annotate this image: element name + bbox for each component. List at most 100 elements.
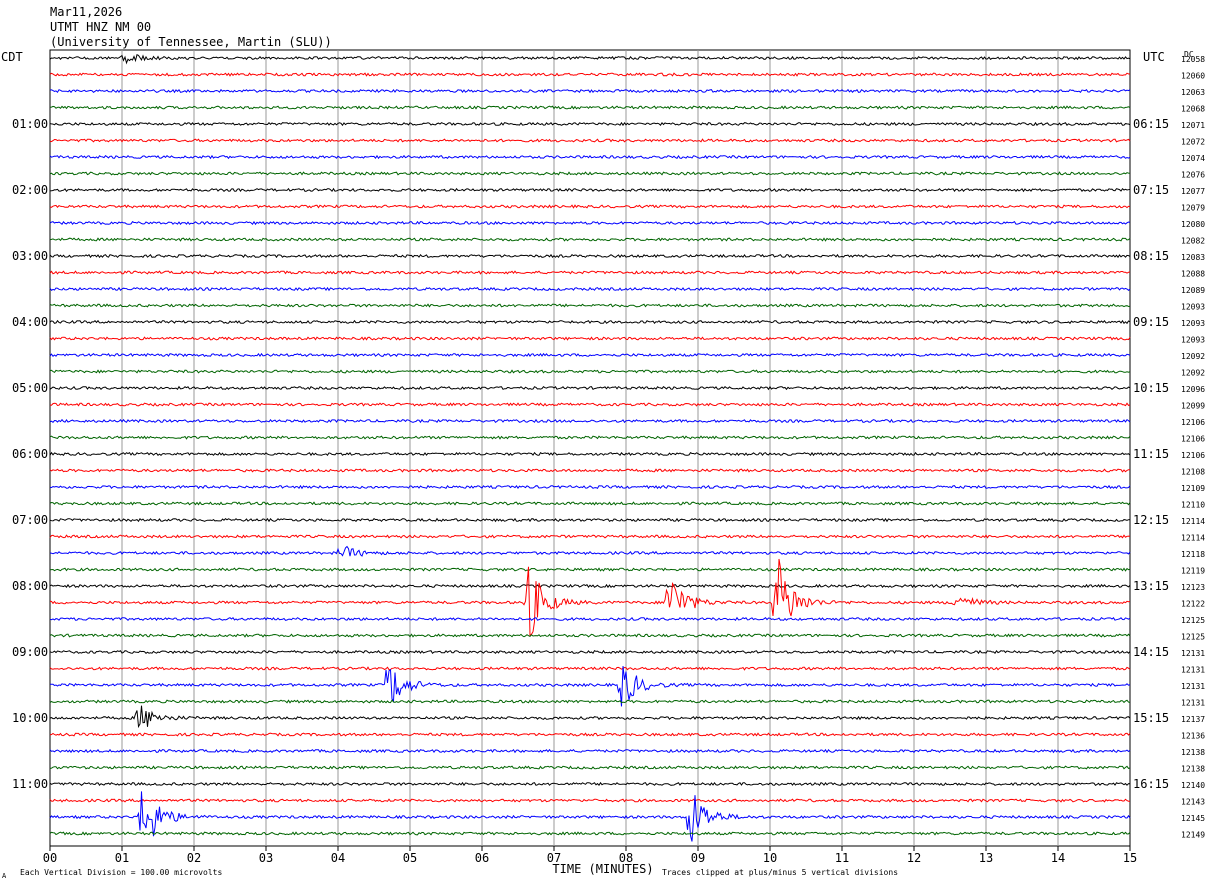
dc-offset: 12125: [1181, 616, 1205, 625]
left-time-label: 07:00: [12, 513, 48, 527]
trace-9: [49, 187, 1131, 193]
trace-20: [49, 369, 1131, 374]
x-tick-08: 08: [619, 851, 633, 865]
dc-offset: 12082: [1181, 237, 1205, 246]
dc-offset: 12149: [1181, 831, 1205, 840]
dc-offset: 12071: [1181, 121, 1205, 130]
x-tick-14: 14: [1051, 851, 1065, 865]
trace-38: [49, 666, 1131, 671]
trace-7: [49, 154, 1131, 160]
trace-14: [49, 270, 1131, 275]
x-tick-07: 07: [547, 851, 561, 865]
dc-offset: 12076: [1181, 171, 1205, 180]
trace-26: [49, 468, 1130, 473]
right-time-label: 12:15: [1133, 513, 1169, 527]
dc-offset: 12058: [1181, 55, 1205, 64]
trace-40: [49, 699, 1131, 704]
trace-1: [49, 53, 1131, 65]
right-time-label: 10:15: [1133, 381, 1169, 395]
right-axis-label: UTC: [1143, 50, 1165, 64]
trace-18: [49, 336, 1131, 341]
x-tick-12: 12: [907, 851, 921, 865]
left-time-label: 10:00: [12, 711, 48, 725]
dc-offset: 12119: [1181, 567, 1205, 576]
dc-offset: 12137: [1181, 715, 1205, 724]
dc-offset: 12077: [1181, 187, 1205, 196]
dc-offset: 12109: [1181, 484, 1205, 493]
dc-offset: 12138: [1181, 748, 1205, 757]
trace-45: [49, 781, 1131, 787]
dc-offset: 12145: [1181, 814, 1205, 823]
trace-24: [49, 435, 1131, 440]
dc-offset: 12131: [1181, 682, 1205, 691]
dc-offset: 12131: [1181, 649, 1205, 658]
right-time-label: 06:15: [1133, 117, 1169, 131]
trace-34: [50, 558, 1131, 637]
right-time-label: 09:15: [1133, 315, 1169, 329]
x-tick-13: 13: [979, 851, 993, 865]
trace-42: [49, 732, 1131, 737]
dc-offset: 12114: [1181, 517, 1205, 526]
x-tick-11: 11: [835, 851, 849, 865]
left-time-label: 09:00: [12, 645, 48, 659]
x-tick-03: 03: [259, 851, 273, 865]
dc-offset: 12143: [1181, 798, 1205, 807]
dc-offset: 12092: [1181, 369, 1205, 378]
trace-25: [49, 451, 1131, 457]
trace-27: [49, 484, 1131, 490]
right-time-label: 07:15: [1133, 183, 1169, 197]
x-axis-ticks: 00 01 02 03 04 05 06 07 08 09 10 11 12 13 14 15: [43, 846, 1137, 865]
dc-offset: 12093: [1181, 319, 1205, 328]
trace-37: [49, 649, 1131, 655]
trace-2: [49, 72, 1131, 77]
left-time-label: 04:00: [12, 315, 48, 329]
dc-offset: 12068: [1181, 105, 1205, 114]
dc-offset: 12140: [1181, 781, 1205, 790]
institution-line: (University of Tennessee, Martin (SLU)): [50, 35, 332, 49]
trace-4: [49, 105, 1131, 110]
trace-44: [49, 765, 1131, 770]
right-time-label: 13:15: [1133, 579, 1169, 593]
dc-offset: 12106: [1181, 451, 1205, 460]
left-time-label: 06:00: [12, 447, 48, 461]
left-time-label: 05:00: [12, 381, 48, 395]
x-tick-15: 15: [1123, 851, 1137, 865]
dc-offset: 12125: [1181, 633, 1205, 642]
left-time-label: 11:00: [12, 777, 48, 791]
right-time-label: 11:15: [1133, 447, 1169, 461]
clip-note: Traces clipped at plus/minus 5 vertical …: [662, 868, 898, 877]
trace-33: [49, 583, 1131, 589]
dc-offset: 12106: [1181, 435, 1205, 444]
trace-39: [49, 666, 1131, 707]
dc-offset: 12089: [1181, 286, 1205, 295]
dc-offset: 12114: [1181, 534, 1205, 543]
vertical-gridlines: [121, 50, 1059, 846]
right-time-label: 16:15: [1133, 777, 1169, 791]
dc-offset: 12131: [1181, 699, 1205, 708]
x-tick-09: 09: [691, 851, 705, 865]
left-axis-label: CDT: [1, 50, 23, 64]
scale-note: Each Vertical Division = 100.00 microvol…: [20, 868, 222, 877]
trace-48: [49, 831, 1131, 836]
footer-mark: A: [2, 872, 7, 880]
dc-offset: 12079: [1181, 204, 1205, 213]
trace-15: [49, 286, 1131, 292]
x-tick-02: 02: [187, 851, 201, 865]
x-tick-10: 10: [763, 851, 777, 865]
trace-31: [49, 545, 1131, 557]
dc-offset: 12072: [1181, 138, 1205, 147]
dc-offset: 12063: [1181, 88, 1205, 97]
x-axis-label: TIME (MINUTES): [552, 862, 653, 876]
trace-43: [49, 748, 1131, 754]
dc-offset: 12092: [1181, 352, 1205, 361]
trace-8: [49, 171, 1131, 176]
dc-offset: 12083: [1181, 253, 1205, 262]
right-time-label: 15:15: [1133, 711, 1169, 725]
trace-16: [49, 303, 1131, 308]
station-line: UTMT HNZ NM 00: [50, 20, 151, 34]
dc-offset: 12093: [1181, 303, 1205, 312]
trace-group: [49, 53, 1131, 842]
trace-36: [49, 633, 1131, 638]
x-tick-06: 06: [475, 851, 489, 865]
